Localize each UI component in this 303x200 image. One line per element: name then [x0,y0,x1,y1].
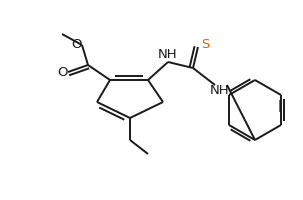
Text: I: I [278,100,282,115]
Text: NH: NH [158,48,178,62]
Text: O: O [57,66,67,78]
Text: O: O [71,38,81,51]
Text: S: S [201,38,209,51]
Text: NH: NH [210,84,230,98]
